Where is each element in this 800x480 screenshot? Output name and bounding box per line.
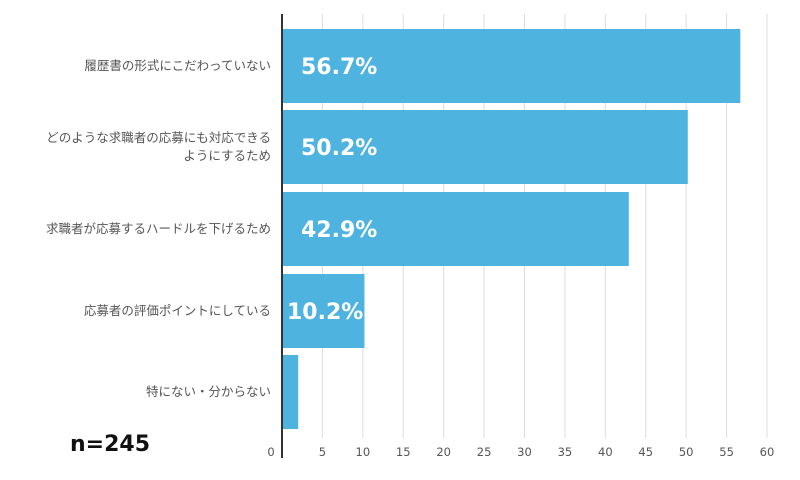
data-label: 10.2% <box>287 300 363 325</box>
x-tick-label: 60 <box>760 445 775 459</box>
x-tick-label: 15 <box>396 445 411 459</box>
category-label: 特にない・分からない <box>146 384 271 399</box>
bar <box>282 355 299 429</box>
category-label: 応募者の評価ポイントにしている <box>84 303 271 318</box>
bar <box>282 192 629 266</box>
x-tick-label: 50 <box>679 445 694 459</box>
bar <box>282 110 688 184</box>
data-label: 42.9% <box>301 218 377 243</box>
bar <box>282 29 741 103</box>
x-tick-label: 45 <box>638 445 653 459</box>
sample-size-label: n=245 <box>70 432 151 457</box>
x-tick-label: 55 <box>719 445 734 459</box>
x-tick-label: 20 <box>436 445 451 459</box>
data-label: 50.2% <box>301 136 377 161</box>
category-label: ようにするため <box>183 148 271 163</box>
x-tick-label: 5 <box>319 445 326 459</box>
data-label: 56.7% <box>301 55 377 80</box>
category-label: どのような求職者の応募にも対応できる <box>46 130 271 145</box>
x-tick-label: 35 <box>558 445 573 459</box>
category-label: 求職者が応募するハードルを下げるため <box>46 221 271 236</box>
category-label: 履歴書の形式にこだわっていない <box>84 58 271 73</box>
bar <box>282 274 365 348</box>
x-tick-label: 40 <box>598 445 613 459</box>
x-tick-label: 25 <box>477 445 492 459</box>
x-tick-label: 30 <box>517 445 532 459</box>
x-tick-label: 0 <box>267 445 274 459</box>
x-tick-label: 10 <box>356 445 371 459</box>
